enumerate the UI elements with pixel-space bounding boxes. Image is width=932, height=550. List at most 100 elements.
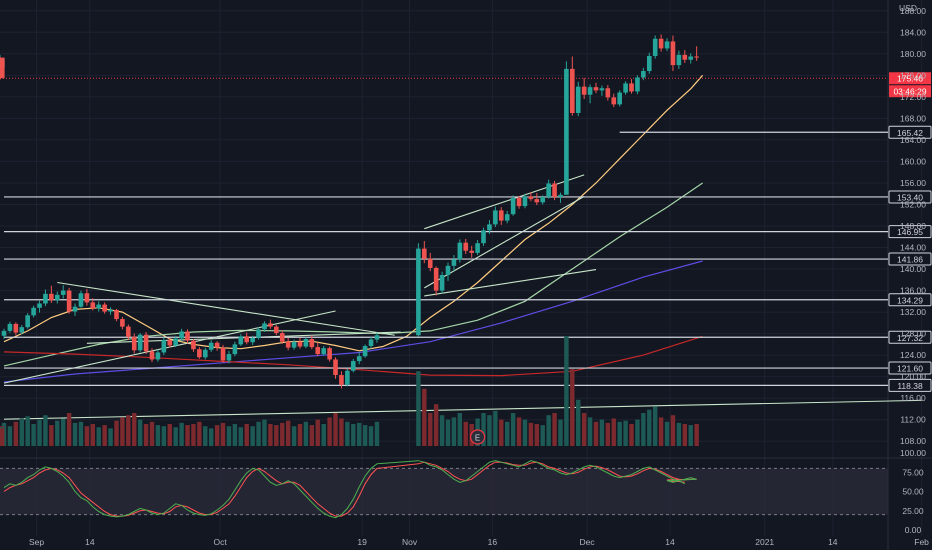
candle[interactable] [623, 81, 628, 95]
candle[interactable] [137, 333, 143, 353]
candle[interactable] [238, 334, 244, 346]
candle[interactable] [469, 245, 474, 258]
time-axis[interactable]: Sep 14 Oct 19 Nov 16 Dec 14 2021 14 Feb [29, 537, 929, 547]
candle[interactable] [232, 341, 238, 357]
candle[interactable] [433, 266, 439, 296]
candle[interactable] [1, 328, 7, 339]
candle[interactable] [285, 337, 291, 351]
candle[interactable] [7, 321, 13, 334]
candle[interactable] [37, 300, 42, 313]
candle[interactable] [120, 316, 125, 330]
candle[interactable] [268, 319, 273, 329]
candle[interactable] [575, 81, 581, 117]
candle[interactable] [664, 38, 670, 52]
candle[interactable] [682, 50, 688, 63]
candle[interactable] [451, 255, 457, 272]
candle[interactable] [439, 271, 445, 294]
candle[interactable] [564, 61, 569, 195]
candle[interactable] [350, 358, 356, 373]
candle[interactable] [131, 333, 137, 354]
candle[interactable] [244, 332, 250, 345]
candle[interactable] [173, 335, 178, 348]
candle[interactable] [629, 79, 634, 94]
candle[interactable] [43, 289, 48, 307]
candle[interactable] [641, 67, 646, 81]
candle[interactable] [487, 220, 492, 235]
candle[interactable] [78, 290, 84, 308]
candle[interactable] [333, 357, 338, 379]
candle[interactable] [49, 285, 54, 303]
candle[interactable] [362, 344, 368, 358]
candle[interactable] [202, 347, 208, 360]
price-axis[interactable]: 188.00 184.00 180.00 176.00 172.00 168.00 164.… [900, 6, 926, 446]
candle[interactable] [652, 35, 658, 59]
candle[interactable] [54, 291, 60, 304]
candle[interactable] [60, 285, 66, 299]
candle[interactable] [587, 84, 593, 104]
candle[interactable] [0, 68, 5, 80]
candle[interactable] [510, 195, 516, 216]
candle[interactable] [25, 313, 30, 329]
earnings-marker[interactable]: E [470, 429, 486, 445]
horizontal-levels[interactable]: 165.42 153.40 146.95 141.86 134.29 127.32 121.… [0, 72, 932, 392]
candle[interactable] [475, 239, 480, 256]
candle[interactable] [339, 371, 344, 389]
candle[interactable] [291, 339, 297, 350]
candle[interactable] [327, 346, 332, 362]
candle[interactable] [72, 303, 78, 316]
candle[interactable] [220, 344, 226, 363]
candle[interactable] [457, 239, 463, 263]
candle[interactable] [96, 301, 102, 312]
candle[interactable] [309, 335, 315, 350]
candle[interactable] [315, 342, 321, 357]
candle[interactable] [114, 308, 119, 322]
candle[interactable] [0, 57, 5, 73]
candle[interactable] [368, 336, 374, 349]
candle[interactable] [498, 207, 504, 225]
candle[interactable] [208, 340, 214, 352]
candle[interactable] [504, 210, 510, 224]
candle[interactable] [694, 46, 699, 61]
candle[interactable] [155, 349, 161, 362]
candle[interactable] [611, 93, 617, 108]
candle[interactable] [191, 339, 196, 352]
candle[interactable] [303, 337, 309, 349]
candle[interactable] [143, 332, 149, 355]
candle[interactable] [670, 35, 676, 72]
candle[interactable] [552, 180, 557, 201]
candle[interactable] [688, 53, 694, 64]
candle[interactable] [646, 52, 652, 74]
candle[interactable] [262, 321, 267, 333]
candle[interactable] [516, 195, 522, 209]
candle[interactable] [84, 288, 90, 306]
candle[interactable] [185, 329, 190, 344]
candle[interactable] [617, 90, 622, 107]
candle[interactable] [256, 327, 261, 340]
candle[interactable] [126, 324, 131, 341]
candle[interactable] [149, 348, 155, 363]
candle[interactable] [345, 368, 350, 387]
candle[interactable] [167, 337, 173, 348]
candle[interactable] [214, 341, 220, 351]
candle[interactable] [427, 252, 433, 272]
candle[interactable] [226, 350, 232, 364]
candle[interactable] [658, 34, 664, 52]
last-price-tag[interactable] [889, 72, 931, 85]
candle[interactable] [445, 262, 451, 281]
candle[interactable] [250, 335, 255, 345]
candle[interactable] [422, 241, 427, 264]
candle[interactable] [31, 305, 36, 318]
candle[interactable] [13, 322, 19, 336]
candle[interactable] [416, 243, 421, 337]
candle[interactable] [605, 85, 611, 101]
candle[interactable] [635, 75, 640, 95]
candle[interactable] [297, 337, 303, 349]
candle[interactable] [599, 85, 605, 96]
candle[interactable] [66, 287, 72, 314]
candle[interactable] [570, 56, 575, 116]
candle[interactable] [481, 227, 486, 246]
candle[interactable] [274, 325, 279, 336]
candle[interactable] [108, 307, 113, 315]
candle[interactable] [19, 325, 25, 335]
